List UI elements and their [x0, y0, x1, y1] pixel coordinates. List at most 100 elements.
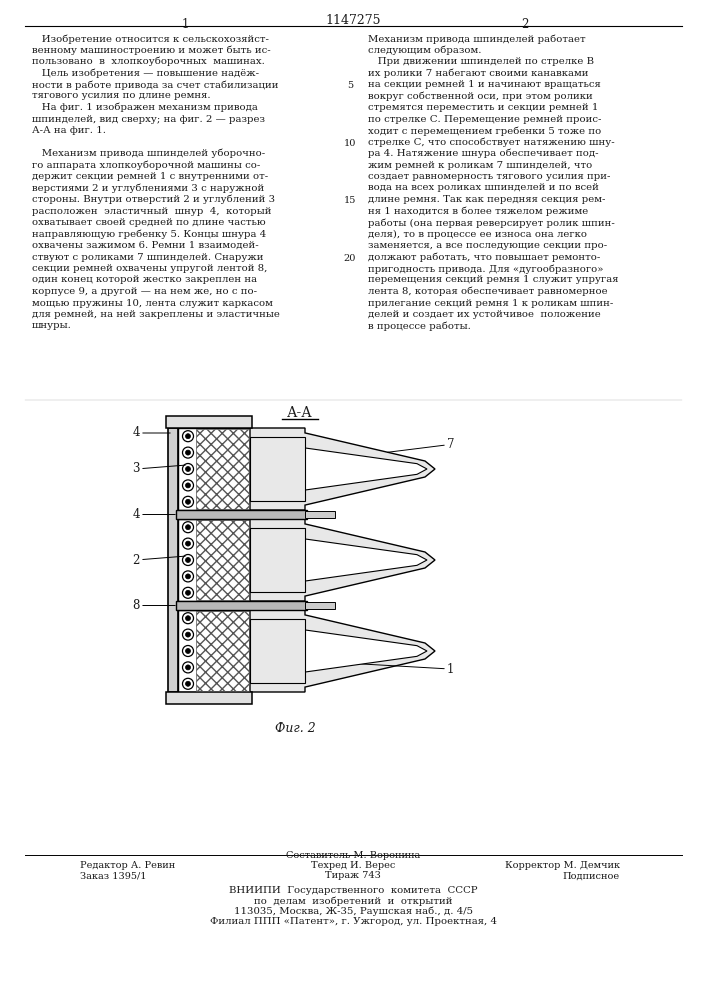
- Circle shape: [185, 665, 190, 670]
- Text: пользовано  в  хлопкоуборочных  машинах.: пользовано в хлопкоуборочных машинах.: [32, 57, 265, 66]
- Text: ности в работе привода за счет стабилизации: ности в работе привода за счет стабилиза…: [32, 80, 279, 90]
- Text: лента 8, которая обеспечивает равномерное: лента 8, которая обеспечивает равномерно…: [368, 287, 607, 296]
- Text: корпусе 9, а другой — на нем же, но с по-: корпусе 9, а другой — на нем же, но с по…: [32, 287, 257, 296]
- Text: верстиями 2 и углублениями 3 с наружной: верстиями 2 и углублениями 3 с наружной: [32, 184, 264, 193]
- Text: деля), то в процессе ее износа она легко: деля), то в процессе ее износа она легко: [368, 230, 587, 239]
- Text: для ремней, на ней закреплены и эластичные: для ремней, на ней закреплены и эластичн…: [32, 310, 280, 319]
- Text: Техред И. Верес: Техред И. Верес: [311, 861, 395, 870]
- Text: Механизм привода шпинделей уборочно-: Механизм привода шпинделей уборочно-: [32, 149, 265, 158]
- Bar: [250, 619, 305, 683]
- Text: го аппарата хлопкоуборочной машины со-: го аппарата хлопкоуборочной машины со-: [32, 160, 260, 170]
- Text: 10: 10: [344, 139, 356, 148]
- Circle shape: [185, 541, 190, 546]
- Polygon shape: [250, 428, 435, 510]
- Text: их ролики 7 набегают своими канавками: их ролики 7 набегают своими канавками: [368, 68, 588, 78]
- Text: секции ремней охвачены упругой лентой 8,: секции ремней охвачены упругой лентой 8,: [32, 264, 267, 273]
- Text: 15: 15: [344, 196, 356, 205]
- Text: венному машиностроению и может быть ис-: венному машиностроению и может быть ис-: [32, 45, 271, 55]
- Text: А-А: А-А: [287, 406, 313, 420]
- Text: жим ремней к роликам 7 шпинделей, что: жим ремней к роликам 7 шпинделей, что: [368, 160, 592, 169]
- Circle shape: [185, 525, 190, 530]
- Text: Изобретение относится к сельскохозяйст-: Изобретение относится к сельскохозяйст-: [32, 34, 269, 43]
- Text: 20: 20: [344, 254, 356, 263]
- Text: 7: 7: [387, 438, 455, 452]
- Text: делей и создает их устойчивое  положение: делей и создает их устойчивое положение: [368, 310, 601, 319]
- Text: ствуют с роликами 7 шпинделей. Снаружи: ствуют с роликами 7 шпинделей. Снаружи: [32, 252, 264, 261]
- Text: 1147275: 1147275: [325, 14, 381, 27]
- Text: охвачены зажимом 6. Ремни 1 взаимодей-: охвачены зажимом 6. Ремни 1 взаимодей-: [32, 241, 259, 250]
- Bar: [178, 519, 250, 601]
- Text: охватывает своей средней по длине частью: охватывает своей средней по длине частью: [32, 218, 266, 227]
- Text: Редактор А. Ревин: Редактор А. Ревин: [80, 861, 175, 870]
- Polygon shape: [268, 443, 427, 495]
- Text: на секции ремней 1 и начинают вращаться: на секции ремней 1 и начинают вращаться: [368, 80, 601, 89]
- Text: ня 1 находится в более тяжелом режиме: ня 1 находится в более тяжелом режиме: [368, 207, 588, 216]
- Bar: [305, 511, 335, 518]
- Text: в процессе работы.: в процессе работы.: [368, 322, 471, 331]
- Bar: [196, 520, 249, 600]
- Text: 2: 2: [521, 18, 529, 31]
- Circle shape: [185, 499, 190, 504]
- Polygon shape: [268, 625, 427, 677]
- Text: прилегание секций ремня 1 к роликам шпин-: прилегание секций ремня 1 к роликам шпин…: [368, 298, 613, 308]
- Text: 4: 4: [132, 426, 170, 440]
- Text: перемещения секций ремня 1 служит упругая: перемещения секций ремня 1 служит упруга…: [368, 275, 619, 284]
- Text: заменяется, а все последующие секции про-: заменяется, а все последующие секции про…: [368, 241, 607, 250]
- Text: по стрелке С. Перемещение ремней проис-: по стрелке С. Перемещение ремней проис-: [368, 114, 602, 123]
- Bar: [250, 528, 305, 592]
- Circle shape: [185, 616, 190, 621]
- Text: работы (она первая реверсирует ролик шпин-: работы (она первая реверсирует ролик шпи…: [368, 218, 615, 228]
- Circle shape: [185, 434, 190, 439]
- Circle shape: [185, 466, 190, 472]
- Text: один конец которой жестко закреплен на: один конец которой жестко закреплен на: [32, 275, 257, 284]
- Text: Заказ 1395/1: Заказ 1395/1: [80, 871, 146, 880]
- Bar: [166, 692, 252, 704]
- Circle shape: [185, 632, 190, 637]
- Polygon shape: [268, 534, 427, 586]
- Text: ра 4. Натяжение шнура обеспечивает под-: ра 4. Натяжение шнура обеспечивает под-: [368, 149, 599, 158]
- Bar: [196, 429, 249, 509]
- Bar: [176, 510, 307, 519]
- Bar: [168, 428, 178, 692]
- Text: мощью пружины 10, лента служит каркасом: мощью пружины 10, лента служит каркасом: [32, 298, 273, 308]
- Text: Цель изобретения — повышение надёж-: Цель изобретения — повышение надёж-: [32, 68, 259, 78]
- Circle shape: [185, 648, 190, 654]
- Text: направляющую гребенку 5. Концы шнура 4: направляющую гребенку 5. Концы шнура 4: [32, 230, 267, 239]
- Text: А-А на фиг. 1.: А-А на фиг. 1.: [32, 126, 106, 135]
- Text: Подписное: Подписное: [563, 871, 620, 880]
- Text: 1: 1: [181, 18, 189, 31]
- Circle shape: [185, 574, 190, 579]
- Text: создает равномерность тягового усилия при-: создает равномерность тягового усилия пр…: [368, 172, 610, 181]
- Text: держит секции ремней 1 с внутренними от-: держит секции ремней 1 с внутренними от-: [32, 172, 268, 181]
- Text: 113035, Москва, Ж-35, Раушская наб., д. 4/5: 113035, Москва, Ж-35, Раушская наб., д. …: [233, 907, 472, 916]
- Text: Механизм привода шпинделей работает: Механизм привода шпинделей работает: [368, 34, 585, 43]
- Text: вода на всех роликах шпинделей и по всей: вода на всех роликах шпинделей и по всей: [368, 184, 599, 192]
- Bar: [305, 602, 335, 609]
- Text: стрелке С, что способствует натяжению шну-: стрелке С, что способствует натяжению шн…: [368, 137, 614, 147]
- Circle shape: [185, 483, 190, 488]
- Polygon shape: [250, 519, 435, 601]
- Text: тягового усилия по длине ремня.: тягового усилия по длине ремня.: [32, 92, 211, 101]
- Text: ВНИИПИ  Государственного  комитета  СССР: ВНИИПИ Государственного комитета СССР: [229, 886, 477, 895]
- Text: 3: 3: [132, 462, 185, 476]
- Text: На фиг. 1 изображен механизм привода: На фиг. 1 изображен механизм привода: [32, 103, 258, 112]
- Circle shape: [185, 450, 190, 455]
- Circle shape: [185, 681, 190, 686]
- Text: 5: 5: [347, 81, 353, 90]
- Text: 8: 8: [133, 599, 175, 612]
- Text: следующим образом.: следующим образом.: [368, 45, 481, 55]
- Text: должают работать, что повышает ремонто-: должают работать, что повышает ремонто-: [368, 252, 600, 262]
- Text: Тираж 743: Тираж 743: [325, 871, 381, 880]
- Text: шнуры.: шнуры.: [32, 322, 72, 330]
- Text: шпинделей, вид сверху; на фиг. 2 — разрез: шпинделей, вид сверху; на фиг. 2 — разре…: [32, 114, 265, 123]
- Bar: [176, 601, 307, 610]
- Polygon shape: [250, 610, 435, 692]
- Text: 1: 1: [353, 663, 455, 676]
- Bar: [178, 428, 250, 510]
- Bar: [250, 437, 305, 501]
- Text: Филиал ППП «Патент», г. Ужгород, ул. Проектная, 4: Филиал ППП «Патент», г. Ужгород, ул. Про…: [209, 918, 496, 926]
- Text: 2: 2: [133, 554, 185, 566]
- Text: стремятся переместить и секции ремней 1: стремятся переместить и секции ремней 1: [368, 103, 598, 112]
- Text: длине ремня. Так как передняя секция рем-: длине ремня. Так как передняя секция рем…: [368, 195, 605, 204]
- Text: ходит с перемещением гребенки 5 тоже по: ходит с перемещением гребенки 5 тоже по: [368, 126, 601, 135]
